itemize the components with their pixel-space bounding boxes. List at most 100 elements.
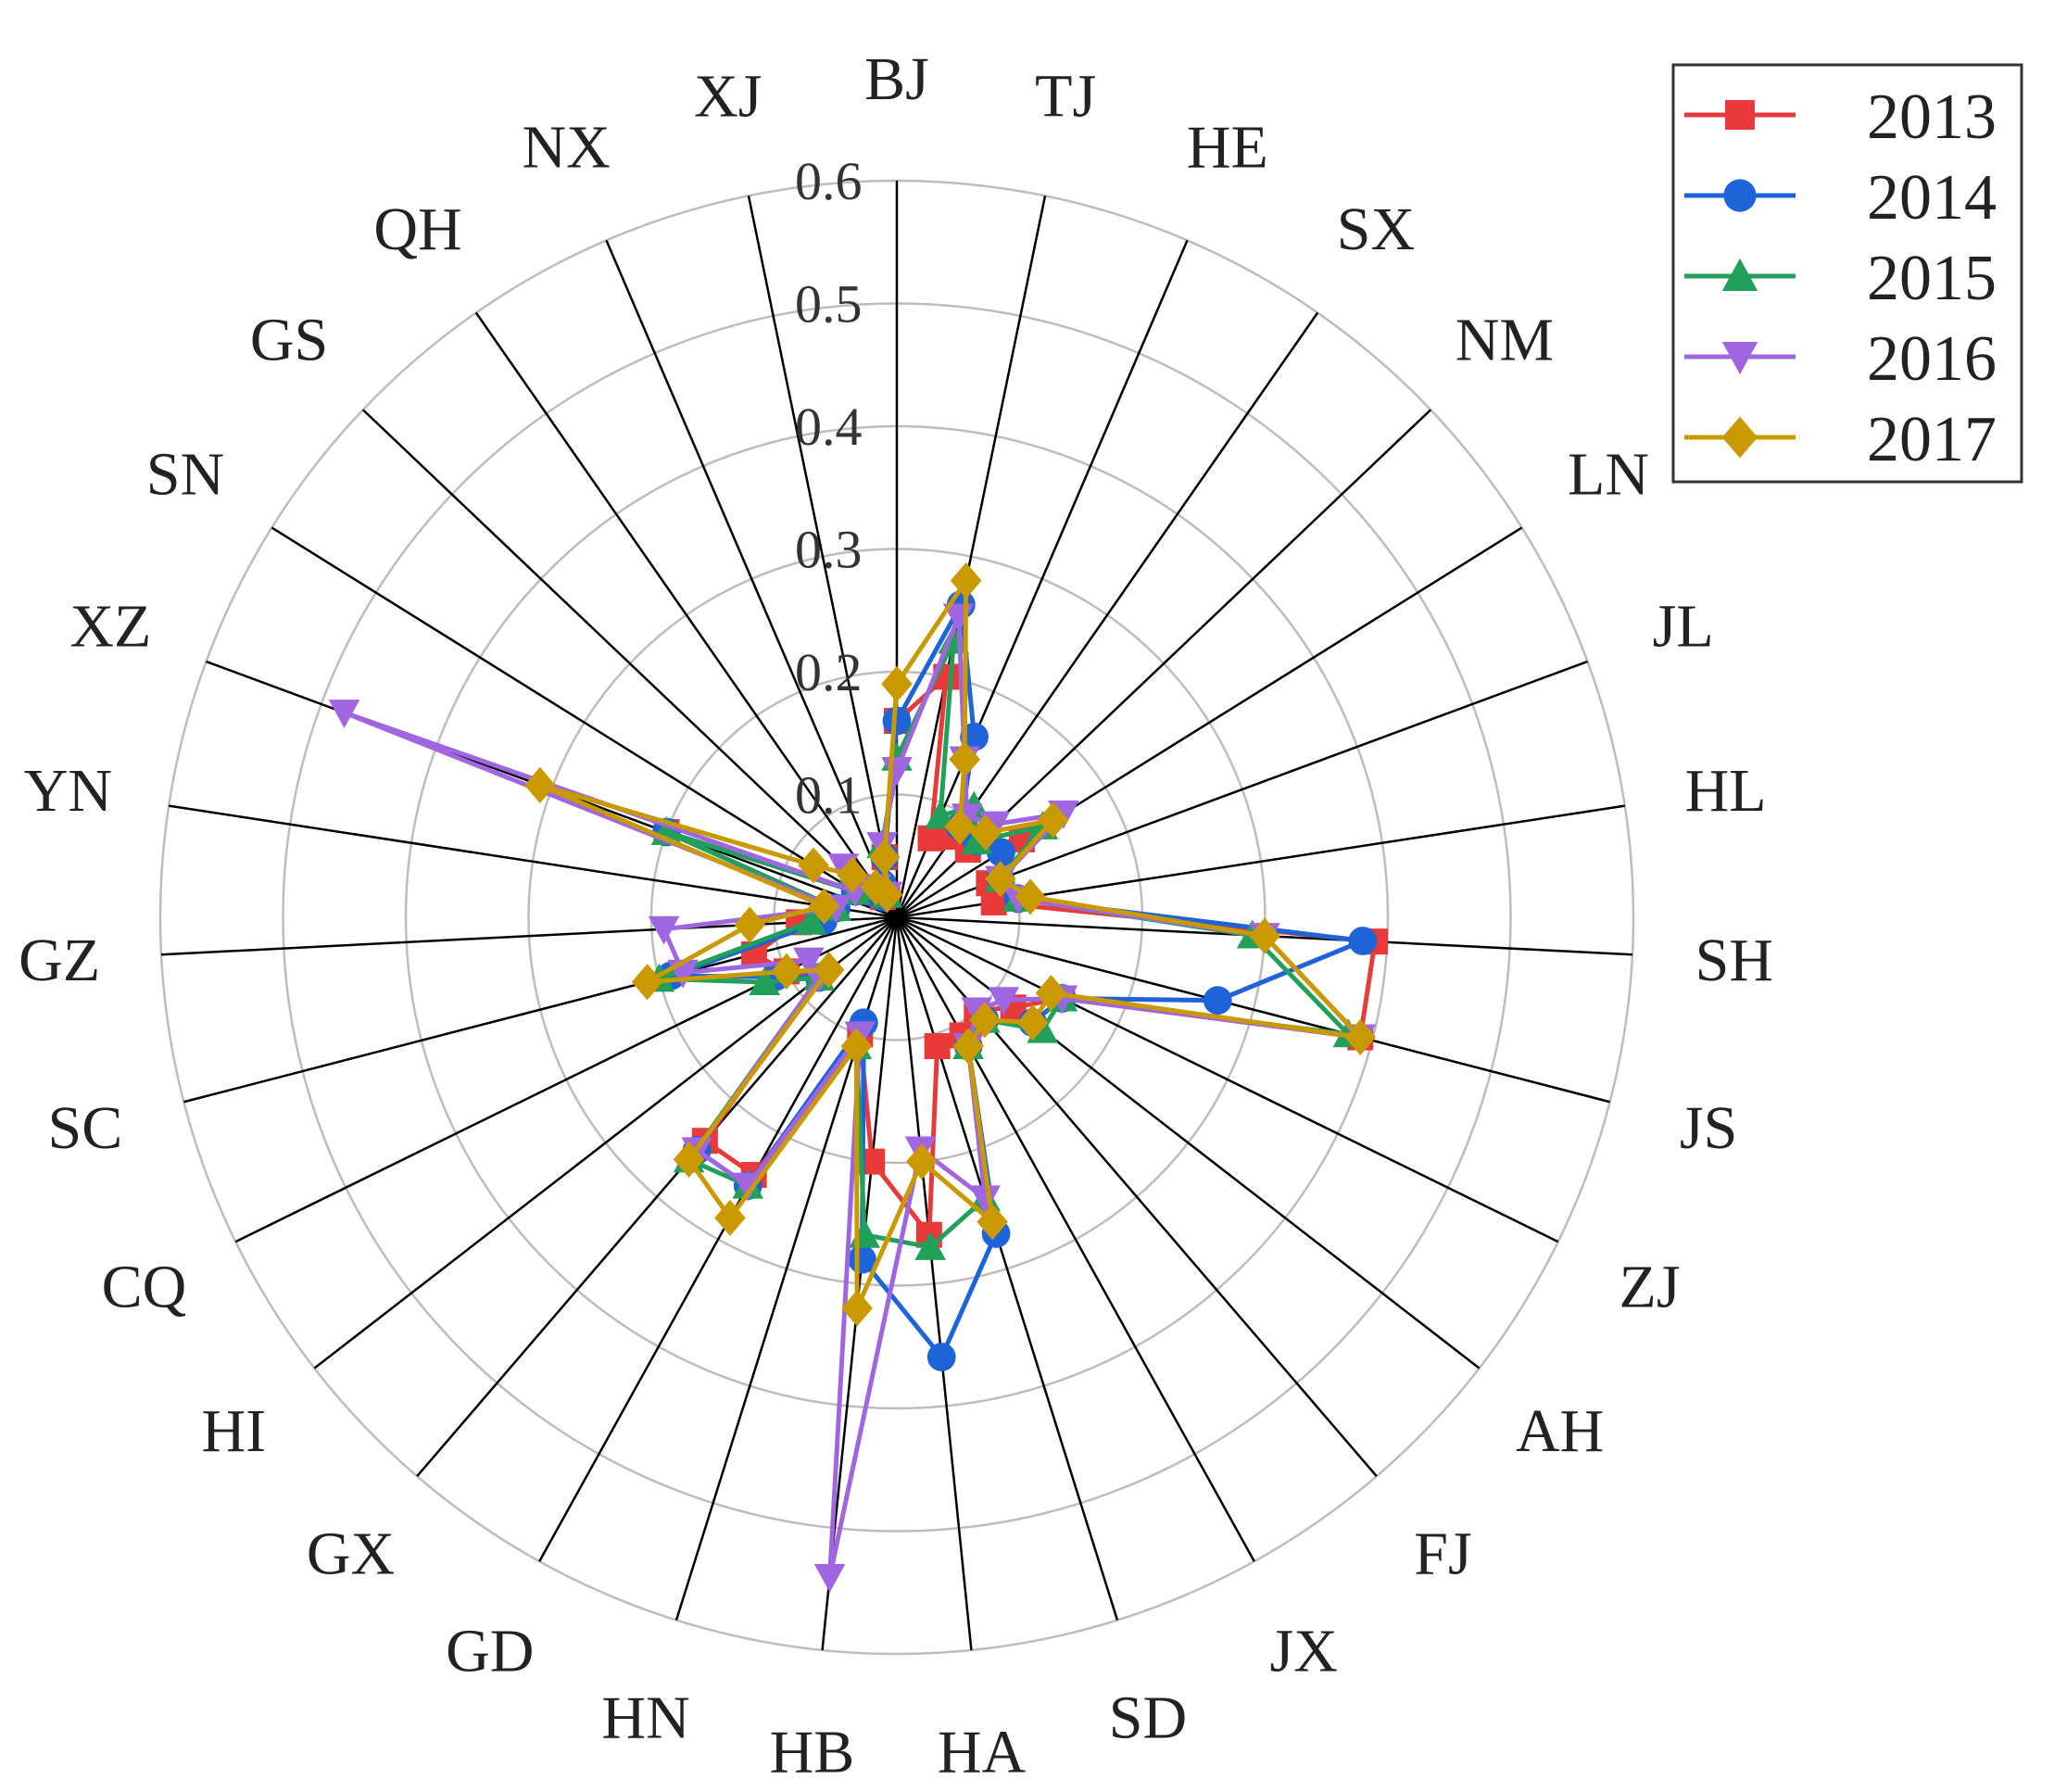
series-marker	[840, 1028, 873, 1065]
series-marker	[1721, 258, 1758, 291]
category-label: GD	[446, 1617, 534, 1685]
series-marker	[949, 740, 980, 778]
series-marker	[673, 1141, 705, 1178]
series-marker	[771, 953, 802, 990]
spoke-line	[183, 915, 898, 1104]
radial-tick-labels: 0.1 0.2 0.3 0.4 0.5 0.6	[795, 151, 863, 826]
series-marker	[1721, 342, 1758, 375]
spoke-line	[416, 916, 898, 1478]
radial-tick-label: 0.2	[795, 642, 863, 702]
category-label: ZJ	[1619, 1254, 1681, 1321]
legend-item: 2015	[1684, 243, 1997, 314]
series-marker	[524, 766, 556, 803]
category-label: NM	[1455, 306, 1554, 373]
series-marker	[977, 1204, 1008, 1241]
legend-item: 2014	[1684, 162, 1997, 233]
category-label: AH	[1516, 1397, 1604, 1465]
spoke-line	[896, 915, 1559, 1243]
category-label: BJ	[864, 45, 929, 113]
category-label: HN	[601, 1684, 689, 1751]
category-label: GZ	[19, 927, 100, 994]
center-point	[890, 911, 903, 924]
radial-tick-label: 0.3	[795, 520, 863, 580]
series-marker	[924, 1033, 951, 1060]
series-marker	[881, 757, 913, 786]
series-marker	[926, 1343, 956, 1371]
spoke-line	[361, 409, 898, 918]
legend: 2013 2014 2015 2016 2017	[1671, 63, 2023, 484]
radial-tick-label: 0.4	[795, 397, 863, 457]
legend-item: 2017	[1684, 404, 1997, 475]
series-line	[342, 614, 1363, 1580]
series-marker	[1016, 1003, 1049, 1041]
category-label: SD	[1109, 1684, 1187, 1751]
category-label: HB	[770, 1718, 855, 1786]
series-marker	[925, 800, 956, 829]
category-label: XJ	[694, 63, 762, 131]
series-marker	[1037, 801, 1069, 839]
series-marker	[795, 905, 827, 935]
spoke-line	[313, 916, 898, 1369]
series-marker	[1725, 100, 1755, 130]
spoke-line	[895, 239, 1189, 918]
category-label: SX	[1337, 196, 1415, 263]
series-marker	[917, 825, 944, 852]
spoke-line	[896, 915, 1610, 1104]
category-label: HI	[202, 1397, 267, 1465]
series-marker	[1249, 917, 1280, 954]
category-label: SN	[146, 440, 224, 508]
series-marker	[1723, 179, 1757, 212]
series-marker	[985, 860, 1016, 898]
series-marker	[813, 952, 845, 989]
legend-label: 2016	[1867, 323, 1997, 395]
legend-label: 2013	[1867, 82, 1997, 153]
series-marker	[1035, 975, 1067, 1012]
series-marker	[798, 847, 829, 884]
radial-tick-label: 0.5	[795, 274, 863, 334]
category-label: TJ	[1035, 63, 1096, 131]
spoke-line	[168, 804, 898, 919]
series-marker	[749, 966, 781, 996]
category-label: JS	[1680, 1094, 1737, 1162]
legend-label: 2017	[1867, 404, 1997, 475]
category-label: HE	[1187, 113, 1268, 181]
spoke-line	[271, 526, 898, 919]
spoke-line	[747, 196, 899, 918]
series-marker	[881, 665, 913, 702]
series-marker	[734, 906, 766, 943]
radial-tick-label: 0.6	[795, 151, 863, 211]
series-marker	[871, 877, 903, 914]
series-marker	[1344, 1018, 1377, 1056]
series-marker	[969, 1001, 1001, 1039]
series-marker	[868, 839, 901, 876]
spoke-line	[160, 915, 898, 956]
radial-tick-label: 0.1	[795, 765, 863, 826]
category-label: XZ	[69, 593, 151, 661]
series-line	[537, 578, 1363, 1311]
series-marker	[987, 838, 1015, 867]
series-marker	[969, 1185, 1001, 1215]
series-marker	[1348, 927, 1378, 955]
series-marker	[648, 915, 680, 945]
legend-item: 2016	[1684, 323, 1997, 395]
series-marker	[988, 987, 1020, 1016]
series-marker	[944, 808, 976, 845]
category-label: GX	[307, 1521, 395, 1588]
category-label: GS	[250, 306, 328, 373]
legend-label: 2014	[1867, 162, 1997, 233]
series-marker	[808, 888, 840, 925]
category-label: JL	[1653, 593, 1714, 661]
category-label: LN	[1568, 440, 1649, 508]
category-label: SH	[1695, 927, 1773, 994]
series-marker	[1203, 986, 1232, 1016]
series-marker	[950, 562, 982, 599]
legend-box	[1671, 63, 2023, 484]
series-marker	[328, 700, 360, 728]
spoke-line	[605, 239, 899, 918]
category-label: CQ	[102, 1254, 187, 1321]
spoke-line	[895, 196, 1047, 918]
series-2017	[524, 562, 1377, 1327]
spoke-line	[538, 916, 899, 1562]
series-marker	[1721, 416, 1758, 459]
